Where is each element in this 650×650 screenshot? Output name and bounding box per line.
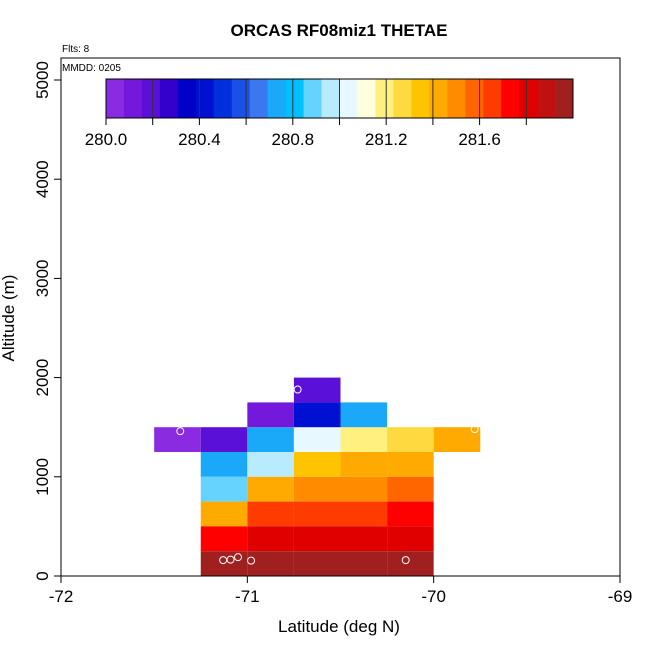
- y-tick-label: 0: [33, 571, 52, 580]
- x-axis: -72 -71 -70 -69: [49, 575, 633, 606]
- heatmap-cell: [247, 452, 294, 477]
- heatmap-cell: [387, 551, 434, 576]
- colorbar-tick-label: 280.8: [272, 130, 315, 149]
- chart-title: ORCAS RF08miz1 THETAE: [231, 21, 448, 40]
- x-axis-label: Latitude (deg N): [278, 617, 400, 636]
- x-tick-label: -71: [235, 587, 260, 606]
- heatmap-cell: [247, 427, 294, 452]
- y-tick-label: 3000: [33, 259, 52, 297]
- heatmap-cell: [247, 526, 294, 552]
- colorbar-swatch: [393, 79, 412, 118]
- heatmap-cell: [293, 452, 341, 477]
- colorbar-swatch: [267, 79, 287, 118]
- colorbar-swatch: [339, 79, 358, 118]
- flight-point: [293, 385, 302, 394]
- heatmap-cell: [340, 501, 388, 527]
- flight-point: [247, 556, 256, 565]
- colorbar-swatch: [321, 79, 340, 118]
- heatmap-cell: [340, 427, 388, 452]
- flight-point: [401, 556, 410, 565]
- colorbar-swatch: [106, 79, 125, 118]
- colorbar-tick-label: 281.6: [458, 130, 501, 149]
- colorbar-swatch: [141, 79, 161, 118]
- heatmap-cell: [200, 427, 248, 452]
- colorbar-swatch: [411, 79, 430, 118]
- heatmap-cell: [247, 402, 294, 428]
- colorbar-swatch: [123, 79, 143, 118]
- y-tick-label: 1000: [33, 458, 52, 496]
- colorbar-swatch: [177, 79, 197, 118]
- mmdd-annotation: MMDD: 0205: [62, 63, 121, 74]
- heatmap-cell: [247, 551, 294, 576]
- heatmap-cell: [387, 427, 434, 452]
- x-tick-label: -70: [421, 587, 446, 606]
- heatmap-cell: [247, 501, 294, 527]
- heatmap-cell: [200, 452, 248, 477]
- colorbar-swatch: [483, 79, 502, 118]
- colorbar-swatch: [519, 79, 538, 118]
- flight-point: [176, 427, 185, 436]
- heatmap-cell: [293, 377, 341, 403]
- colorbar-swatch: [429, 79, 448, 118]
- heatmap-cell: [200, 476, 248, 502]
- colorbar-swatch: [501, 79, 520, 118]
- flight-point: [226, 555, 235, 564]
- heatmap-cell: [200, 526, 248, 552]
- colorbar-legend: 280.0 280.4 280.8 281.2 281.6: [85, 78, 574, 149]
- heatmap-cell: [433, 427, 481, 452]
- y-tick-label: 5000: [33, 61, 52, 99]
- colorbar-swatch: [231, 79, 251, 118]
- colorbar-swatch: [537, 79, 556, 118]
- colorbar-swatch: [303, 79, 323, 118]
- flights-annotation: Flts: 8: [62, 44, 90, 55]
- colorbar-swatch: [285, 79, 305, 118]
- flight-points: [176, 385, 479, 565]
- heatmap-cell: [293, 476, 341, 502]
- heatmap-cell: [200, 501, 248, 527]
- heatmap-cell: [293, 551, 341, 576]
- heatmap-cell: [154, 427, 201, 452]
- colorbar-swatch: [375, 79, 394, 118]
- heatmap-cell: [340, 551, 388, 576]
- heatmap-cell: [293, 427, 341, 452]
- colorbar-tick-label: 280.0: [85, 130, 128, 149]
- flight-point: [470, 425, 479, 434]
- heatmap-cell: [387, 501, 434, 527]
- heatmap-cell: [340, 476, 388, 502]
- heatmap-cell: [293, 501, 341, 527]
- heatmap-cell: [247, 476, 294, 502]
- heatmap-cell: [293, 526, 341, 552]
- colorbar-swatch: [249, 79, 269, 118]
- y-axis: 0 1000 2000 3000 4000 5000: [33, 61, 62, 581]
- colorbar-swatch: [447, 79, 466, 118]
- heatmap-cell: [387, 526, 434, 552]
- colorbar-swatch: [195, 79, 215, 118]
- heatmap-cell: [340, 526, 388, 552]
- heatmap-cell: [293, 402, 341, 428]
- colorbar-swatch: [213, 79, 233, 118]
- flight-point: [234, 553, 243, 562]
- x-tick-label: -72: [49, 587, 74, 606]
- colorbar-swatch: [555, 79, 574, 118]
- heatmap-cell: [387, 452, 434, 477]
- colorbar-swatch: [357, 79, 376, 118]
- y-tick-label: 2000: [33, 359, 52, 397]
- heatmap-cell: [340, 402, 388, 428]
- heatmap-cell: [340, 452, 388, 477]
- colorbar-tick-label: 281.2: [365, 130, 408, 149]
- colorbar-swatch: [465, 79, 484, 118]
- colorbar-swatch: [159, 79, 179, 118]
- y-axis-label: Altitude (m): [0, 275, 18, 362]
- heatmap-cell: [387, 476, 434, 502]
- y-tick-label: 4000: [33, 160, 52, 198]
- x-tick-label: -69: [608, 587, 633, 606]
- heatmap-cells: [154, 377, 481, 576]
- colorbar-tick-label: 280.4: [178, 130, 221, 149]
